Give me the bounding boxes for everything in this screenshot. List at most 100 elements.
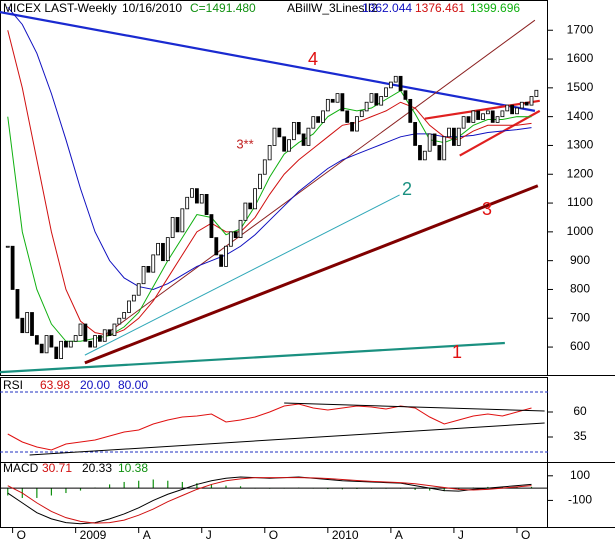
candle	[461, 116, 466, 129]
y-tick-label: 1400	[567, 109, 594, 123]
candle	[107, 329, 112, 336]
candle	[408, 98, 413, 123]
candle	[374, 93, 379, 106]
histogram-bar	[530, 486, 533, 489]
ma-value: 1376.461	[415, 1, 465, 15]
candle	[39, 343, 44, 354]
histogram-bar	[152, 479, 154, 489]
ma-value: 1399.696	[470, 1, 520, 15]
histogram-bar	[210, 484, 213, 489]
candle	[485, 110, 490, 115]
candle	[437, 145, 442, 161]
candle	[296, 122, 301, 135]
histogram-bar	[225, 485, 227, 489]
series-line	[7, 403, 532, 451]
trend-line	[104, 19, 536, 336]
candle	[272, 127, 277, 146]
candle	[54, 346, 59, 359]
candle	[481, 113, 485, 120]
price-header: MICEX LAST-Weekly 10/16/2010 C=1491.480 …	[3, 1, 520, 15]
trend-label: 3	[482, 199, 492, 219]
price-plot	[0, 6, 541, 374]
candle	[204, 194, 209, 215]
candle	[112, 323, 117, 336]
candle	[258, 173, 262, 190]
candle	[156, 242, 160, 256]
candle	[529, 96, 534, 106]
histogram-bar	[123, 481, 125, 489]
y-tick-label: 700	[570, 310, 590, 324]
series-line	[7, 476, 532, 525]
candle	[418, 145, 422, 161]
histogram-bar	[429, 488, 431, 491]
candle	[282, 136, 287, 152]
candle	[287, 139, 291, 152]
candle	[122, 312, 127, 319]
ma-value: 1362.044	[362, 1, 412, 15]
candle	[44, 335, 49, 354]
macd-signal-value: 20.33	[82, 461, 112, 475]
histogram-bar	[501, 486, 504, 489]
y-tick-label: 1500	[567, 80, 594, 94]
histogram-bar	[414, 488, 416, 490]
x-tick-label: J	[458, 528, 464, 542]
histogram-bar	[36, 488, 38, 498]
candle	[161, 242, 165, 262]
candle	[243, 202, 248, 221]
axes: 6007008009001000110012001300140015001600…	[12, 22, 594, 542]
candle	[427, 133, 432, 152]
candle	[267, 145, 272, 161]
candle	[403, 90, 408, 100]
trend-line	[84, 184, 539, 365]
candle	[224, 245, 228, 267]
candle	[219, 254, 224, 267]
y-tick-label: -100	[568, 493, 592, 507]
candle	[515, 107, 519, 115]
candle	[500, 110, 505, 118]
trend-label: 3**	[236, 136, 253, 151]
candle	[364, 101, 369, 112]
y-tick-label: 60	[573, 404, 587, 418]
candle	[131, 294, 136, 302]
candle	[519, 101, 524, 109]
macd-header: MACD 30.71 20.33 10.38	[3, 461, 148, 475]
x-tick-label: O	[17, 528, 26, 542]
candle	[495, 116, 500, 123]
close-label: C=1491.480	[190, 1, 256, 15]
candle	[490, 110, 495, 123]
candle	[73, 335, 78, 342]
candle	[175, 217, 180, 233]
candle	[452, 127, 456, 146]
rsi-header: RSI 63.98 20.00 80.00	[3, 378, 148, 392]
histogram-bar	[181, 481, 183, 489]
y-tick-label: 900	[570, 253, 590, 267]
candle	[199, 194, 204, 204]
candle	[379, 96, 384, 106]
candle	[151, 254, 156, 273]
histogram-bar	[516, 486, 518, 489]
x-tick-label: O	[269, 528, 278, 542]
candle	[78, 323, 83, 336]
candle	[340, 93, 345, 112]
candle	[253, 188, 257, 210]
x-tick-label: 2010	[332, 528, 359, 542]
candle	[321, 110, 325, 123]
y-tick-label: 1600	[567, 51, 594, 65]
candle	[335, 93, 340, 103]
price-panel	[0, 0, 548, 376]
macd-panel	[0, 462, 548, 528]
trend-line	[29, 422, 545, 456]
candle	[34, 335, 39, 345]
candle	[180, 208, 185, 233]
candle	[359, 110, 364, 118]
candle	[350, 122, 354, 132]
candle	[524, 101, 529, 106]
histogram-bar	[79, 488, 82, 491]
candle	[93, 335, 97, 348]
candle	[185, 196, 190, 210]
y-tick-label: 600	[570, 339, 590, 353]
candle	[277, 127, 282, 138]
histogram-bar	[443, 488, 445, 492]
candle	[228, 231, 233, 247]
candle	[238, 219, 243, 239]
